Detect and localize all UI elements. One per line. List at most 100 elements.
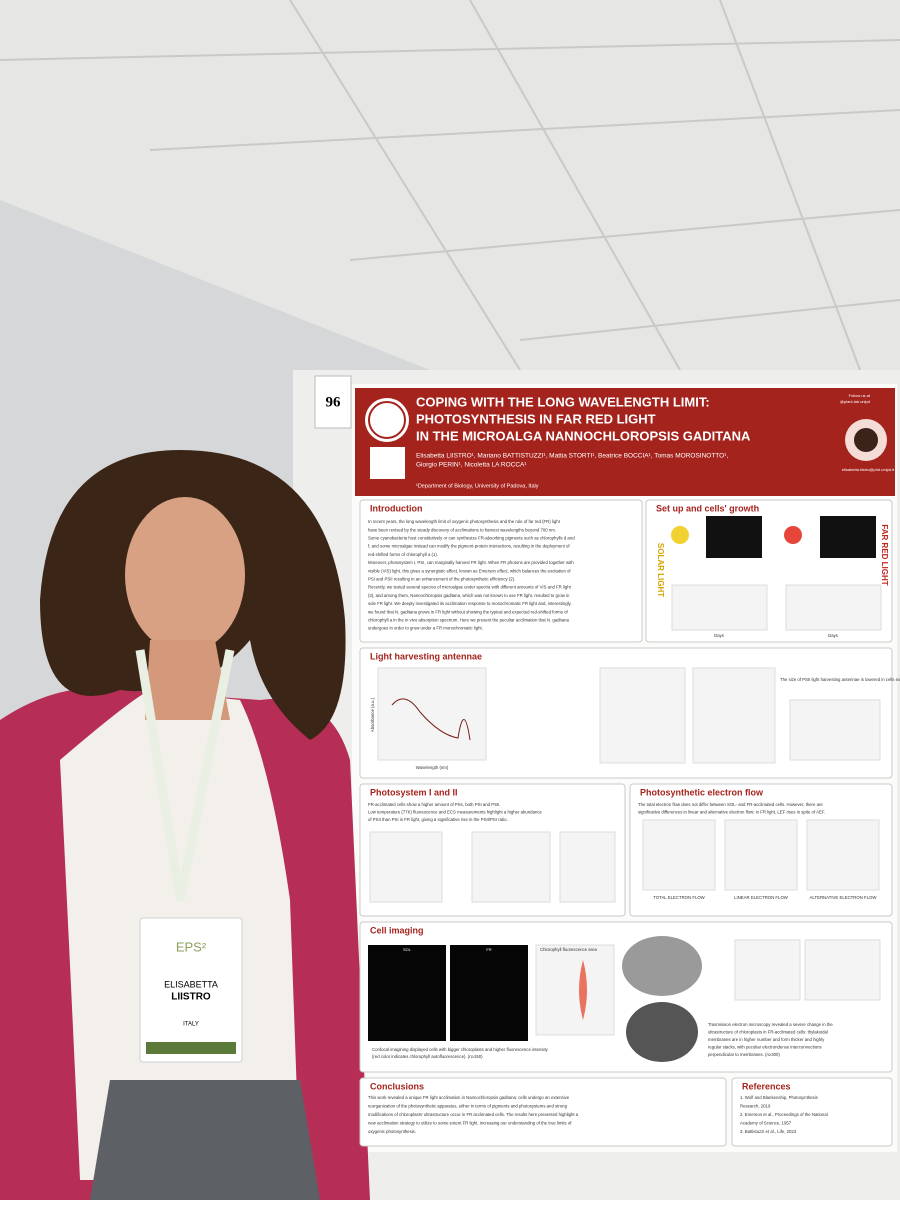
setup-label: FAR RED LIGHT [880, 524, 889, 585]
section-text: FR-acclimated cells show a higher amount… [368, 802, 501, 807]
follow: Follow us at [849, 393, 871, 398]
figure [599, 667, 686, 764]
section-text: ultrastructure of chloroplasts in FR-acc… [708, 1030, 828, 1035]
section-text: Trasmission electron microscopy revealed… [708, 1022, 833, 1027]
panel-label: TOTAL ELECTRON FLOW [653, 895, 705, 900]
section-heading: Light harvesting antennae [370, 651, 482, 661]
section-text: This work revealed a unique FR light acc… [368, 1095, 570, 1100]
affiliation: ¹Department of Biology, University of Pa… [416, 483, 539, 489]
department-logo [370, 447, 405, 479]
badge-event: EPS² [176, 939, 207, 954]
section-text: modifications of chloroplasts' ultrastru… [368, 1112, 579, 1117]
poster-title: COPING WITH THE LONG WAVELENGTH LIMIT: [416, 394, 710, 409]
panel-label: ALTERNATIVE ELECTRON FLOW [810, 895, 878, 900]
figure [785, 584, 882, 631]
poster-title: PHOTOSYNTHESIS IN FAR RED LIGHT [416, 411, 656, 426]
person [0, 450, 370, 1200]
figure [789, 699, 881, 761]
section-text: regular stacks, with peculiar electronde… [708, 1045, 822, 1050]
flask-light [671, 526, 689, 544]
axis-label: Absorbance (a.u.) [370, 697, 375, 732]
figure [559, 831, 616, 903]
section-text: chlorophyll a in the in vivo absorption … [368, 618, 569, 623]
lanyard [135, 649, 235, 901]
section-text: undergoes in order to grow under a FR mo… [368, 626, 483, 631]
section-heading: References [742, 1081, 791, 1091]
tem-image [622, 936, 702, 996]
section-heading: Cell imaging [370, 925, 424, 935]
section-text: Research, 2019 [740, 1104, 771, 1109]
section-heading: Photosystem I and II [370, 787, 458, 797]
section-text: perpendicular to membranes. (n≥300) [708, 1052, 780, 1057]
section-text: membranes are in higher number and form … [708, 1037, 825, 1042]
figure [369, 831, 443, 903]
neck [145, 640, 230, 720]
badge-first: ELISABETTA [164, 979, 218, 989]
section-text: Academy of Science, 1957 [740, 1121, 792, 1126]
section-text: In recent years, the long wavelength lim… [368, 519, 561, 524]
spectrum [706, 516, 762, 558]
section-text: oxygenic photosynthesis. [368, 1129, 416, 1134]
badge-country: ITALY [183, 1022, 199, 1028]
figure [724, 819, 798, 891]
figure [734, 939, 801, 1001]
section-text: 1. Wolf and Blankenship, Photosynthesis [740, 1095, 818, 1100]
badge-stripe [146, 1042, 236, 1054]
violin [579, 960, 587, 1020]
section-heading: Conclusions [370, 1081, 424, 1091]
section-text: (red color indicates chlorophyll autoflu… [372, 1054, 483, 1059]
poster-number: 96 [326, 394, 342, 410]
author-hair [854, 428, 878, 452]
section-text: red-shifted forms of chlorophyll a (1). [368, 552, 438, 557]
section-heading: Photosynthetic electron flow [640, 787, 764, 797]
section-heading: Introduction [370, 503, 423, 513]
section-text: Confocal imagining displayed cells with … [372, 1047, 549, 1052]
axis-label: Days [714, 633, 724, 638]
ceiling-grid [0, 0, 900, 371]
face [125, 497, 245, 653]
section-text: (3), and among them, Nannochloropsis gad… [368, 593, 570, 598]
section-text: sole FR light. We deeply investigated it… [368, 601, 572, 606]
ceiling [0, 0, 900, 370]
figure [535, 944, 615, 1036]
section-text: new acclimation strategy to utilize to s… [368, 1121, 572, 1126]
spectrum [820, 516, 876, 558]
figure [806, 819, 880, 891]
section-box [359, 1077, 727, 1147]
section-box [731, 1077, 893, 1147]
micrograph [450, 945, 528, 1041]
section-text: visible (VIS) light, this gives a synerg… [368, 568, 571, 573]
section-text: 3. Battistuzzi et al., Life, 2023 [740, 1129, 797, 1134]
figure [642, 819, 716, 891]
figure [471, 831, 551, 903]
panel-label: LINEAR ELECTRON FLOW [734, 895, 789, 900]
figure [377, 667, 487, 761]
section-text: Low temperature (77K) fluorescence and E… [368, 810, 542, 815]
section-text: reorganization of the photosynthetic app… [368, 1104, 568, 1109]
trousers [90, 1080, 320, 1200]
section-heading: Set up and cells' growth [656, 503, 759, 513]
section-text: f, and some microalgae instead can modif… [368, 544, 570, 549]
section-text: we found that N. gaditana grows in FR li… [368, 609, 568, 614]
section-text: PSI and PSII resulting in an enhancement… [368, 577, 515, 582]
section-text: Moreover, photosystem I, PSI, can margin… [368, 560, 574, 565]
authors: Elisabetta LIISTRO¹, Mariano BATTISTUZZI… [416, 453, 728, 460]
section-text: have been revised by the steady discover… [368, 527, 556, 532]
antenna-note: The size of PSII light harvesting antenn… [780, 677, 900, 682]
axis-label: Wavelength (nm) [416, 765, 449, 770]
section-text: 2. Emerson et al., Proceedings of the Na… [740, 1112, 828, 1117]
poster-header [355, 388, 895, 496]
panel-label: SOL [403, 947, 412, 952]
seal-ring [368, 401, 406, 439]
figure [671, 584, 768, 631]
absorbance-curve [391, 698, 471, 741]
section-box [359, 499, 643, 643]
follow: @plant.lab.unipd [840, 399, 870, 404]
chart-title: Chlorophyll fluorescence area [540, 947, 597, 952]
section-text: significative differences in linear and … [638, 810, 825, 815]
figure [692, 667, 776, 764]
authors: Giorgio PERIN¹, Nicoletta LA ROCCA¹ [416, 462, 527, 469]
axis-label: Days [828, 633, 838, 638]
section-text: The total electron flow does not differ … [638, 802, 823, 807]
